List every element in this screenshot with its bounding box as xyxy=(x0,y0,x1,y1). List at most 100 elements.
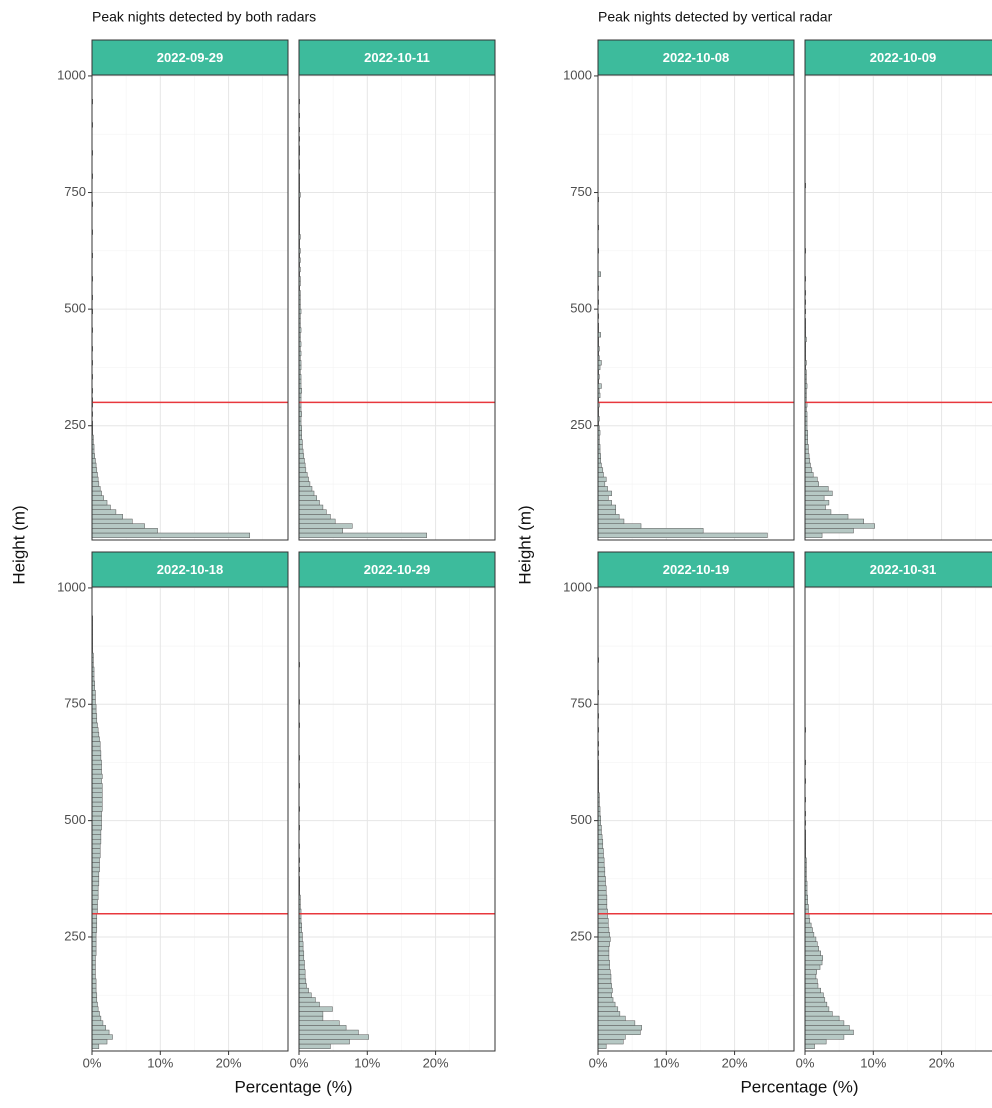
bar xyxy=(804,481,819,487)
bar xyxy=(298,1043,331,1049)
panel-background xyxy=(299,587,495,1051)
bar xyxy=(91,699,96,705)
bar xyxy=(91,1001,98,1008)
bar xyxy=(804,518,864,524)
facet-strip xyxy=(298,39,496,76)
bar xyxy=(91,959,96,966)
bar xyxy=(298,946,304,952)
bar xyxy=(597,843,604,849)
bar xyxy=(804,922,812,928)
bar xyxy=(597,866,606,873)
bar xyxy=(597,1001,616,1008)
bar xyxy=(91,825,102,831)
bar xyxy=(298,1020,340,1026)
bar xyxy=(298,518,336,524)
bar xyxy=(91,969,96,975)
bar xyxy=(91,973,96,980)
bar xyxy=(91,462,97,468)
bar xyxy=(91,1034,113,1040)
bar xyxy=(597,1043,607,1049)
bar xyxy=(804,1020,845,1026)
bar xyxy=(804,1043,815,1049)
bar xyxy=(91,946,97,952)
bar xyxy=(298,528,343,534)
bar xyxy=(91,481,100,487)
bar xyxy=(597,983,612,989)
bar xyxy=(91,862,100,868)
bar xyxy=(804,490,833,496)
bar xyxy=(298,955,305,961)
facet-label: 2022-09-29 xyxy=(157,50,224,65)
facet-label: 2022-10-18 xyxy=(157,562,224,577)
y-tick-label: 1000 xyxy=(57,67,86,82)
bar xyxy=(91,713,98,719)
bar xyxy=(91,899,98,905)
bar xyxy=(91,987,97,994)
bar xyxy=(597,360,602,366)
bar xyxy=(597,946,610,952)
bar xyxy=(298,532,427,538)
bar xyxy=(597,922,609,928)
y-tick-label: 250 xyxy=(570,417,592,432)
bar xyxy=(298,936,303,942)
bar xyxy=(804,486,829,492)
bar xyxy=(298,444,303,450)
x-tick-label: 20% xyxy=(423,1055,449,1070)
bar xyxy=(298,1011,324,1017)
bar xyxy=(298,476,309,482)
bar xyxy=(804,528,854,534)
bar xyxy=(91,843,101,849)
bar xyxy=(91,495,104,501)
bar xyxy=(298,983,307,989)
y-tick-label: 500 xyxy=(64,812,86,827)
bar xyxy=(597,955,610,961)
bar xyxy=(298,969,306,975)
bar xyxy=(804,1034,845,1040)
bar xyxy=(91,866,100,873)
panel-background xyxy=(299,75,495,540)
bar xyxy=(804,504,826,510)
bar xyxy=(91,736,100,742)
bar xyxy=(597,472,604,478)
bar xyxy=(298,973,306,980)
bar xyxy=(597,978,612,984)
bar xyxy=(91,731,100,738)
bar xyxy=(91,1039,108,1045)
bar xyxy=(91,932,97,938)
bar xyxy=(597,486,608,492)
facet-strip xyxy=(597,39,795,76)
bar xyxy=(597,997,614,1003)
bar xyxy=(804,992,824,998)
bar xyxy=(298,514,331,520)
bar xyxy=(597,383,602,389)
panel-background xyxy=(598,587,794,1051)
panel-background xyxy=(92,75,288,540)
bar xyxy=(804,936,817,942)
y-axis-title: Height (m) xyxy=(9,505,28,584)
panel-title: Peak nights detected by vertical radar xyxy=(598,9,833,25)
bar xyxy=(597,857,605,863)
facet-label: 2022-10-11 xyxy=(364,50,430,65)
bar xyxy=(91,904,98,910)
bar xyxy=(597,890,607,896)
bar xyxy=(91,890,99,896)
bar xyxy=(804,467,813,473)
bar xyxy=(804,946,819,952)
bar xyxy=(804,927,813,933)
bar xyxy=(597,932,610,938)
bar xyxy=(298,509,327,515)
bar xyxy=(298,486,313,492)
bar xyxy=(804,973,817,980)
bar xyxy=(298,950,305,956)
facet-label: 2022-10-29 xyxy=(364,562,431,577)
bar xyxy=(298,458,305,464)
facet-label: 2022-10-08 xyxy=(663,50,730,65)
bar xyxy=(298,997,316,1003)
bar xyxy=(804,983,819,989)
bar xyxy=(804,444,809,450)
bar xyxy=(804,462,811,468)
bar xyxy=(597,1034,626,1040)
bar xyxy=(804,458,811,464)
bar xyxy=(91,472,98,478)
bar xyxy=(91,894,99,900)
